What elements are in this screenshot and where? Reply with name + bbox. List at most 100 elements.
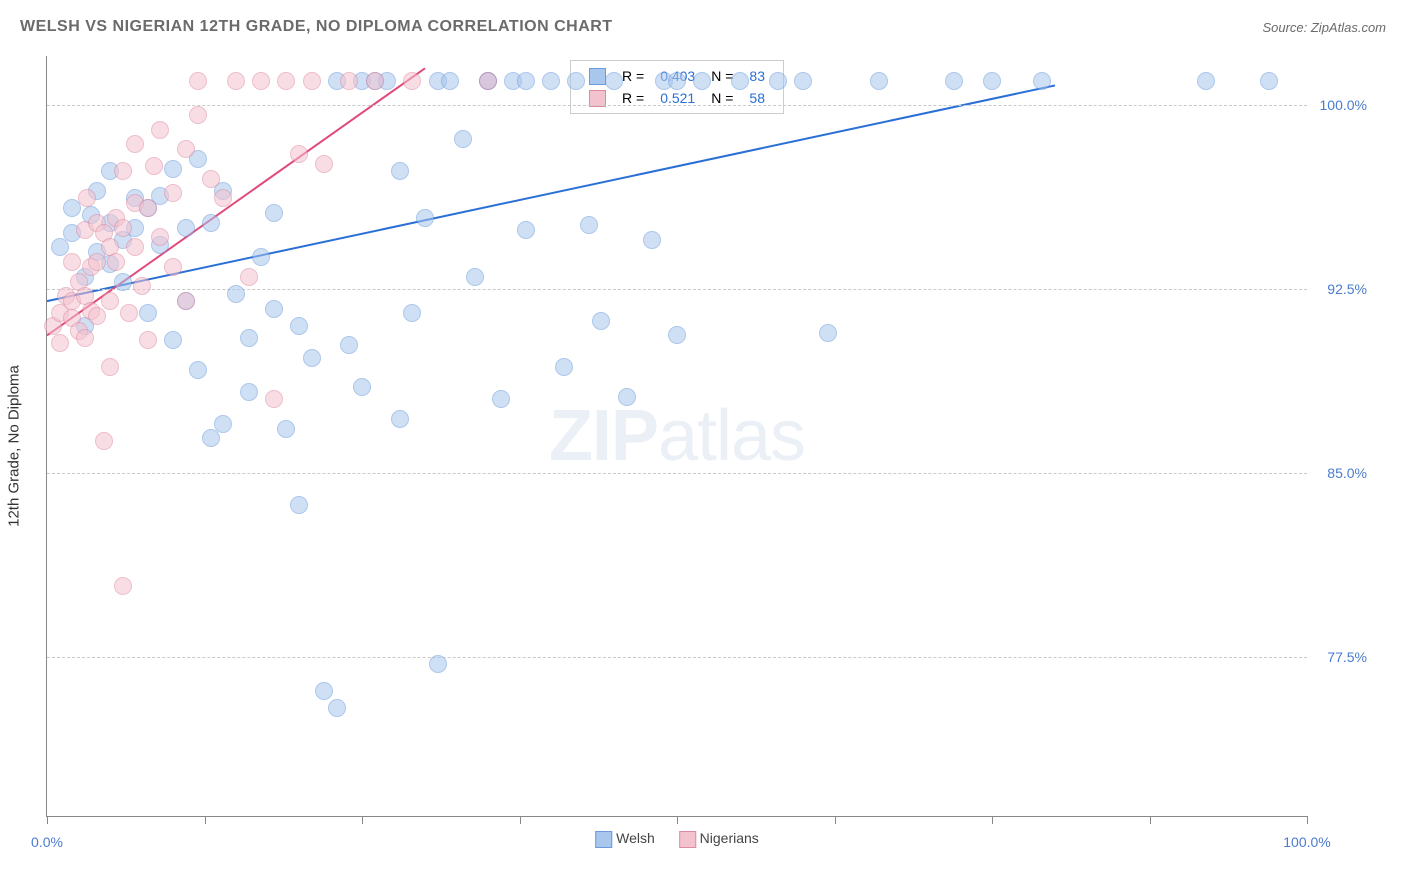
scatter-point: [290, 145, 308, 163]
scatter-point: [668, 326, 686, 344]
scatter-point: [479, 72, 497, 90]
x-tick: [1307, 816, 1308, 824]
scatter-point: [870, 72, 888, 90]
scatter-point: [139, 199, 157, 217]
scatter-point: [945, 72, 963, 90]
scatter-point: [164, 331, 182, 349]
legend-item: Nigerians: [679, 830, 759, 846]
scatter-point: [315, 155, 333, 173]
scatter-point: [164, 184, 182, 202]
scatter-point: [177, 292, 195, 310]
scatter-point: [145, 157, 163, 175]
scatter-point: [1260, 72, 1278, 90]
scatter-point: [403, 72, 421, 90]
scatter-point: [618, 388, 636, 406]
watermark-bold: ZIP: [549, 396, 658, 476]
scatter-point: [416, 209, 434, 227]
scatter-point: [114, 162, 132, 180]
scatter-point: [126, 135, 144, 153]
scatter-point: [542, 72, 560, 90]
scatter-point: [114, 577, 132, 595]
scatter-point: [819, 324, 837, 342]
y-tick-label: 92.5%: [1327, 281, 1367, 297]
scatter-point: [227, 72, 245, 90]
scatter-point: [366, 72, 384, 90]
scatter-point: [353, 378, 371, 396]
trend-lines-layer: [47, 56, 1307, 816]
scatter-point: [252, 248, 270, 266]
legend-label: Welsh: [616, 830, 655, 846]
x-tick: [677, 816, 678, 824]
scatter-point: [189, 361, 207, 379]
scatter-point: [580, 216, 598, 234]
scatter-point: [277, 420, 295, 438]
scatter-point: [290, 317, 308, 335]
x-tick: [47, 816, 48, 824]
x-tick: [205, 816, 206, 824]
gridline-horizontal: [47, 657, 1307, 658]
scatter-point: [202, 170, 220, 188]
scatter-point: [88, 307, 106, 325]
scatter-point: [78, 189, 96, 207]
scatter-point: [63, 253, 81, 271]
scatter-point: [252, 72, 270, 90]
scatter-point: [340, 72, 358, 90]
x-tick: [1150, 816, 1151, 824]
legend-swatch: [679, 831, 696, 848]
scatter-point: [983, 72, 1001, 90]
x-tick: [835, 816, 836, 824]
scatter-point: [114, 273, 132, 291]
scatter-point: [731, 72, 749, 90]
scatter-point: [466, 268, 484, 286]
scatter-point: [441, 72, 459, 90]
scatter-point: [643, 231, 661, 249]
x-tick: [992, 816, 993, 824]
legend-item: Welsh: [595, 830, 655, 846]
scatter-point: [454, 130, 472, 148]
scatter-point: [177, 140, 195, 158]
scatter-point: [101, 358, 119, 376]
scatter-point: [139, 304, 157, 322]
scatter-point: [265, 204, 283, 222]
scatter-point: [51, 334, 69, 352]
scatter-point: [189, 106, 207, 124]
scatter-point: [101, 292, 119, 310]
y-tick-label: 77.5%: [1327, 649, 1367, 665]
scatter-point: [605, 72, 623, 90]
scatter-point: [177, 219, 195, 237]
gridline-horizontal: [47, 473, 1307, 474]
scatter-point: [88, 253, 106, 271]
x-tick-label: 0.0%: [31, 834, 63, 850]
legend-swatch: [589, 90, 606, 107]
x-tick-label: 100.0%: [1283, 834, 1330, 850]
scatter-point: [1033, 72, 1051, 90]
scatter-point: [328, 699, 346, 717]
scatter-point: [592, 312, 610, 330]
scatter-point: [240, 268, 258, 286]
scatter-point: [164, 258, 182, 276]
scatter-point: [139, 331, 157, 349]
scatter-point: [391, 410, 409, 428]
scatter-point: [567, 72, 585, 90]
scatter-point: [340, 336, 358, 354]
scatter-point: [492, 390, 510, 408]
legend-swatch: [589, 68, 606, 85]
scatter-point: [429, 655, 447, 673]
scatter-point: [403, 304, 421, 322]
scatter-point: [668, 72, 686, 90]
scatter-point: [303, 72, 321, 90]
scatter-point: [95, 432, 113, 450]
scatter-point: [290, 496, 308, 514]
series-legend: Welsh Nigerians: [583, 830, 771, 848]
scatter-point: [164, 160, 182, 178]
scatter-point: [189, 72, 207, 90]
scatter-point: [240, 383, 258, 401]
x-tick: [520, 816, 521, 824]
legend-swatch: [595, 831, 612, 848]
scatter-point: [214, 415, 232, 433]
y-axis-label: 12th Grade, No Diploma: [6, 365, 23, 527]
source-attribution: Source: ZipAtlas.com: [1262, 20, 1386, 35]
watermark: ZIPatlas: [549, 395, 805, 477]
scatter-point: [265, 390, 283, 408]
scatter-point: [214, 189, 232, 207]
